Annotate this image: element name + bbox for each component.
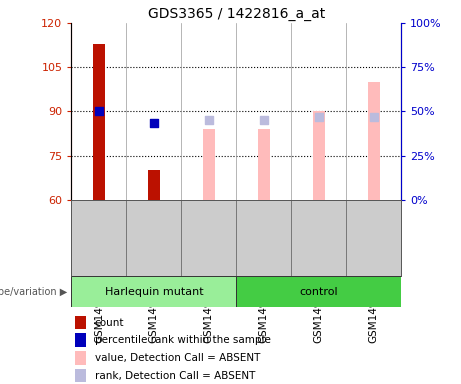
- Bar: [236, 276, 401, 307]
- Bar: [148, 170, 160, 200]
- Title: GDS3365 / 1422816_a_at: GDS3365 / 1422816_a_at: [148, 7, 325, 21]
- Bar: [203, 129, 215, 200]
- Bar: [367, 82, 380, 200]
- Point: [370, 114, 377, 120]
- Text: value, Detection Call = ABSENT: value, Detection Call = ABSENT: [95, 353, 260, 363]
- Bar: [75, 369, 86, 382]
- Bar: [93, 44, 105, 200]
- Bar: [71, 276, 236, 307]
- Bar: [75, 333, 86, 347]
- Point: [95, 108, 103, 114]
- Text: genotype/variation ▶: genotype/variation ▶: [0, 287, 67, 297]
- Point: [150, 120, 158, 126]
- Text: rank, Detection Call = ABSENT: rank, Detection Call = ABSENT: [95, 371, 255, 381]
- Point: [205, 117, 213, 123]
- Text: Harlequin mutant: Harlequin mutant: [105, 287, 203, 297]
- Text: count: count: [95, 318, 124, 328]
- Point: [315, 114, 322, 120]
- Text: control: control: [299, 287, 338, 297]
- Bar: [75, 351, 86, 365]
- Bar: [75, 316, 86, 329]
- Bar: [313, 111, 325, 200]
- Point: [260, 117, 267, 123]
- Text: percentile rank within the sample: percentile rank within the sample: [95, 335, 271, 345]
- Bar: [258, 129, 270, 200]
